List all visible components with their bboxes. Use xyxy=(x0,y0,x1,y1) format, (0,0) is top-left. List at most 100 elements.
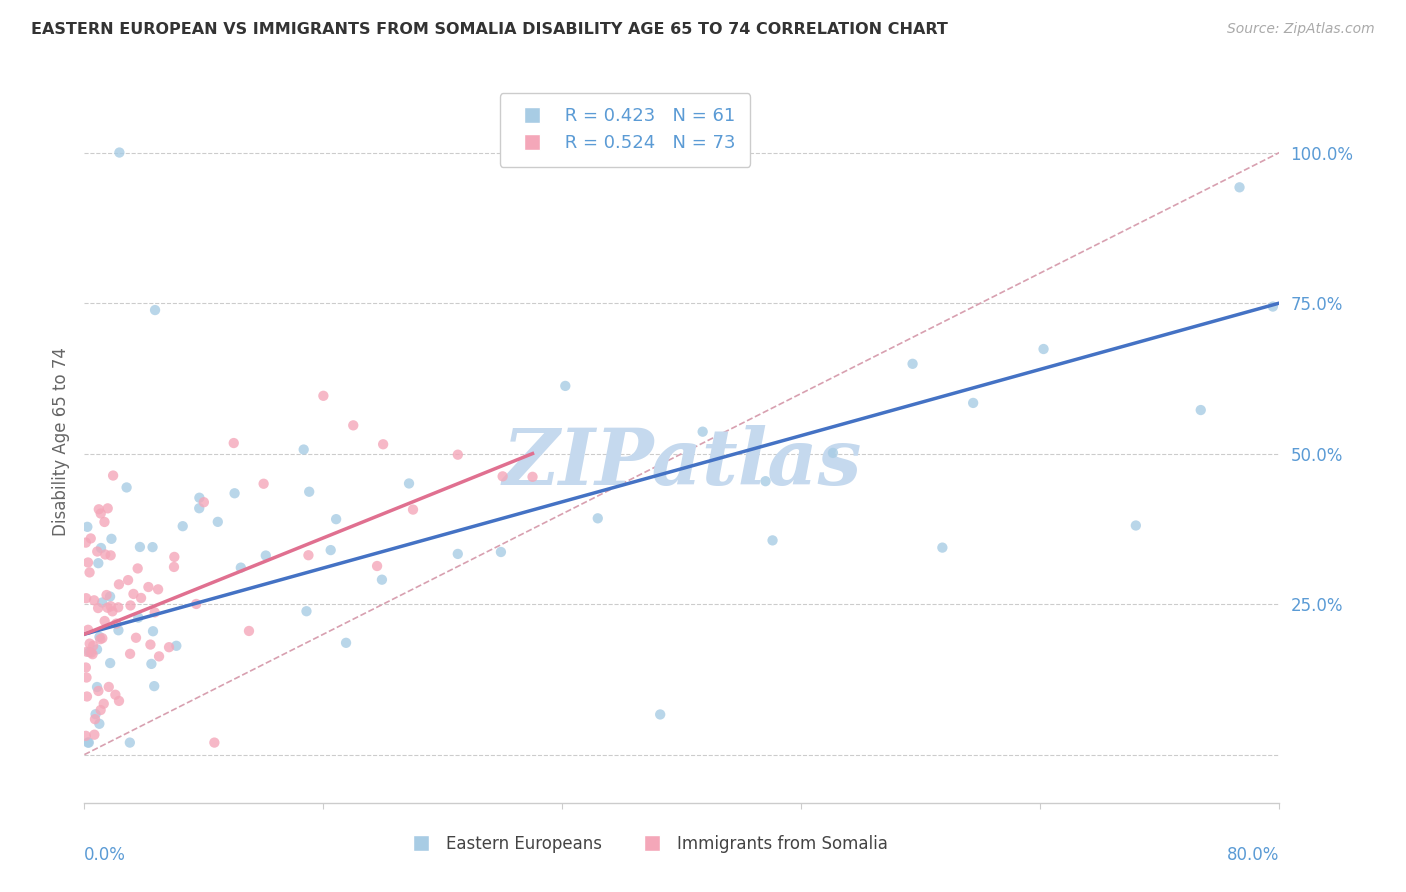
Point xyxy=(962,396,984,410)
Point xyxy=(91,631,114,645)
Text: Source: ZipAtlas.com: Source: ZipAtlas.com xyxy=(1227,22,1375,37)
Point xyxy=(107,600,129,615)
Point xyxy=(93,697,115,711)
Point xyxy=(238,624,260,638)
Point xyxy=(118,735,141,749)
Point xyxy=(120,647,142,661)
Point xyxy=(82,639,104,653)
Point xyxy=(398,476,420,491)
Point xyxy=(163,549,186,564)
Point xyxy=(94,548,117,562)
Point xyxy=(97,501,120,516)
Point xyxy=(554,379,576,393)
Point xyxy=(120,599,142,613)
Point xyxy=(91,595,114,609)
Point xyxy=(87,556,110,570)
Point xyxy=(295,604,318,618)
Point xyxy=(83,593,105,607)
Point xyxy=(371,573,394,587)
Point xyxy=(90,507,112,521)
Point xyxy=(821,446,844,460)
Point xyxy=(76,690,98,704)
Text: ZIPatlas: ZIPatlas xyxy=(502,425,862,501)
Point xyxy=(98,590,121,604)
Legend: Eastern Europeans, Immigrants from Somalia: Eastern Europeans, Immigrants from Somal… xyxy=(398,828,894,860)
Point xyxy=(692,425,714,439)
Point xyxy=(224,486,246,500)
Point xyxy=(325,512,347,526)
Point xyxy=(79,637,101,651)
Point xyxy=(202,735,225,749)
Point xyxy=(107,624,129,638)
Point xyxy=(172,519,194,533)
Point xyxy=(127,610,149,624)
Point xyxy=(142,540,165,554)
Point xyxy=(1125,518,1147,533)
Point xyxy=(319,543,342,558)
Point xyxy=(96,588,118,602)
Point xyxy=(522,470,544,484)
Point xyxy=(75,591,97,606)
Point xyxy=(447,448,470,462)
Point xyxy=(298,484,321,499)
Point xyxy=(157,640,180,655)
Point xyxy=(127,561,149,575)
Point xyxy=(297,548,319,562)
Point xyxy=(586,511,609,525)
Point xyxy=(146,582,169,597)
Point xyxy=(104,688,127,702)
Text: 0.0%: 0.0% xyxy=(84,847,127,864)
Point xyxy=(253,476,276,491)
Point xyxy=(188,501,211,516)
Point xyxy=(125,631,148,645)
Point xyxy=(77,735,100,749)
Point xyxy=(76,520,98,534)
Point xyxy=(89,632,111,647)
Point xyxy=(143,606,166,620)
Point xyxy=(79,566,101,580)
Point xyxy=(76,671,98,685)
Point xyxy=(312,389,335,403)
Point xyxy=(754,474,776,488)
Point xyxy=(83,728,105,742)
Point xyxy=(117,573,139,587)
Point xyxy=(163,560,186,574)
Point xyxy=(186,597,208,611)
Point xyxy=(129,540,152,554)
Point xyxy=(90,541,112,555)
Text: 80.0%: 80.0% xyxy=(1227,847,1279,864)
Point xyxy=(87,601,110,615)
Point xyxy=(86,544,108,558)
Point xyxy=(141,657,163,671)
Point xyxy=(75,535,97,549)
Point xyxy=(931,541,953,555)
Point xyxy=(100,549,122,563)
Point xyxy=(901,357,924,371)
Point xyxy=(222,436,245,450)
Point xyxy=(98,656,121,670)
Point xyxy=(75,660,97,674)
Point xyxy=(77,556,100,570)
Point xyxy=(1229,180,1251,194)
Point xyxy=(90,703,112,717)
Point xyxy=(86,680,108,694)
Point xyxy=(143,303,166,318)
Point xyxy=(76,645,98,659)
Point xyxy=(148,649,170,664)
Point xyxy=(165,639,187,653)
Point xyxy=(129,591,152,605)
Point xyxy=(108,694,131,708)
Point xyxy=(101,468,124,483)
Point xyxy=(366,559,388,574)
Point xyxy=(761,533,783,548)
Point xyxy=(108,577,131,591)
Point xyxy=(96,600,118,615)
Point xyxy=(193,495,215,509)
Point xyxy=(77,623,100,637)
Point xyxy=(82,647,104,661)
Point xyxy=(87,684,110,698)
Point xyxy=(80,646,103,660)
Point xyxy=(84,707,107,722)
Point xyxy=(97,680,120,694)
Point xyxy=(75,729,97,743)
